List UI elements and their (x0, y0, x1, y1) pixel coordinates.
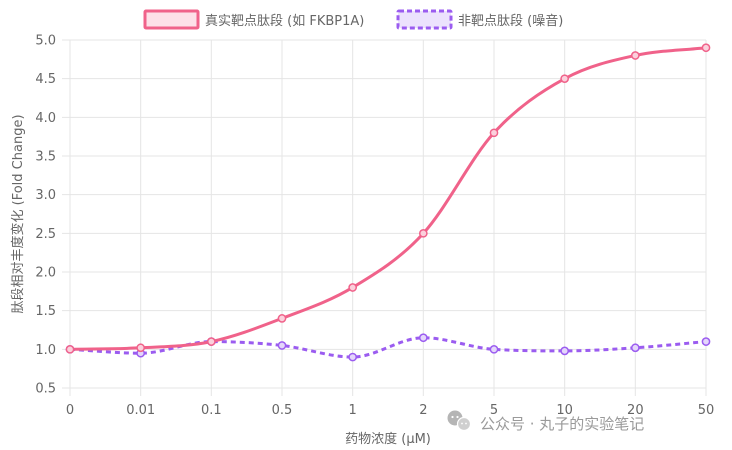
data-point-series-1 (206, 337, 216, 346)
data-point-series-1 (630, 51, 640, 60)
data-point-series-2 (560, 346, 570, 356)
data-point-series-1 (277, 314, 287, 323)
y-tick-label: 4.5 (35, 72, 56, 87)
x-tick-label: 0 (66, 403, 74, 418)
series-points (65, 43, 711, 362)
data-point-series-2 (489, 344, 499, 354)
y-axis-title: 肽段相对丰度变化 (Fold Change) (10, 114, 26, 313)
y-tick-label: 4.0 (35, 111, 56, 126)
x-tick-label: 5 (490, 403, 498, 418)
data-point-series-1 (560, 74, 570, 84)
grid-lines (62, 39, 707, 396)
y-tick-label: 0.5 (35, 382, 56, 397)
data-point-series-1 (701, 43, 711, 53)
legend-swatch-series-2 (396, 9, 453, 30)
y-tick-label: 1.0 (35, 343, 56, 358)
legend-item-series-2[interactable]: 非靶点肽段 (噪音) (396, 9, 563, 30)
data-point-series-1 (418, 228, 428, 238)
y-tick-label: 3.0 (35, 188, 56, 203)
data-point-series-2 (348, 352, 358, 362)
legend-label-series-2: 非靶点肽段 (噪音) (458, 13, 563, 29)
data-point-series-1 (136, 343, 146, 353)
data-point-series-1 (489, 128, 499, 138)
wechat-icon (447, 410, 472, 432)
y-tick-label: 2.5 (35, 227, 56, 242)
legend: 真实靶点肽段 (如 FKBP1A) 非靶点肽段 (噪音) (143, 9, 563, 30)
x-tick-label: 20 (627, 403, 644, 418)
y-tick-label: 5.0 (35, 34, 56, 49)
watermark-text: 公众号 · 丸子的实验笔记 (480, 415, 644, 433)
data-point-series-1 (65, 344, 75, 354)
y-tick-label: 1.5 (35, 304, 56, 319)
x-tick-label: 0.5 (272, 403, 293, 418)
x-tick-label: 0.1 (201, 403, 222, 418)
y-tick-label: 3.5 (35, 150, 56, 165)
x-tick-label: 10 (556, 403, 573, 418)
x-tick-label: 50 (698, 403, 715, 418)
data-point-series-1 (348, 283, 358, 292)
data-point-series-2 (630, 343, 640, 353)
data-point-series-2 (418, 333, 428, 343)
data-point-series-2 (277, 341, 287, 350)
x-tick-label: 2 (419, 403, 427, 418)
series-line-1 (68, 46, 708, 351)
data-point-series-2 (701, 337, 711, 346)
x-tick-labels: 0 0.01 0.1 0.5 1 2 5 10 20 50 (66, 403, 714, 418)
legend-item-series-1[interactable]: 真实靶点肽段 (如 FKBP1A) (143, 9, 364, 30)
x-axis-title: 药物浓度 (μM) (345, 431, 431, 447)
y-tick-label: 2.0 (35, 266, 56, 281)
x-tick-label: 1 (349, 403, 357, 418)
legend-swatch-series-1 (143, 9, 200, 30)
series-lines (68, 46, 708, 359)
x-tick-label: 0.01 (126, 403, 155, 418)
legend-label-series-1: 真实靶点肽段 (如 FKBP1A) (205, 13, 364, 29)
y-tick-labels: 0.5 1.0 1.5 2.0 2.5 3.0 3.5 4.0 4.5 5.0 (35, 34, 56, 397)
watermark: 公众号 · 丸子的实验笔记 (447, 410, 644, 433)
